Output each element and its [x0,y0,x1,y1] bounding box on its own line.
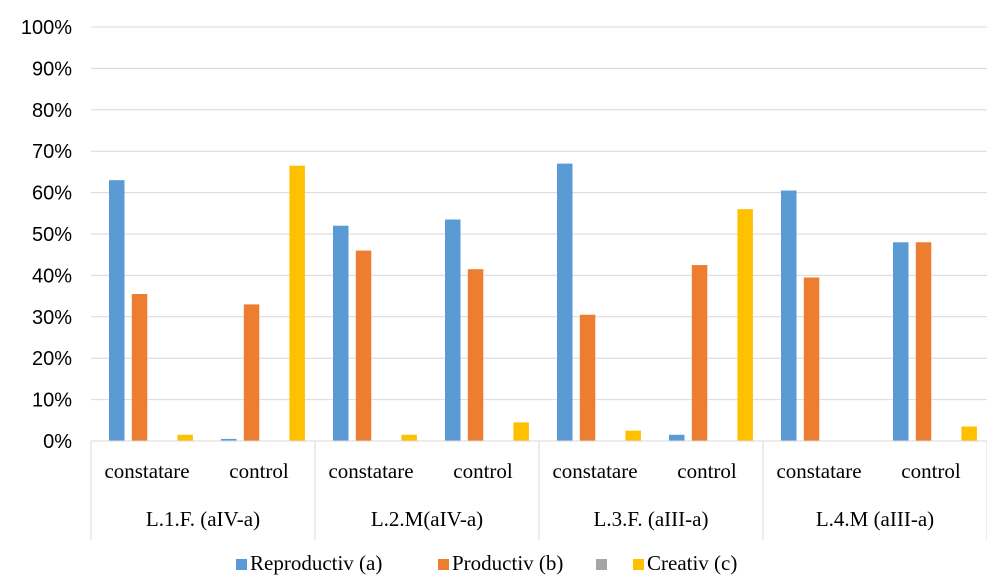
bar [401,434,417,441]
bar [177,434,193,441]
bar [691,265,708,441]
category-label: constatare [104,459,189,483]
y-tick-label: 60% [32,183,72,205]
legend-label: Productiv (b) [452,551,563,575]
y-tick-label: 30% [32,307,72,329]
bar [737,209,753,441]
bar [915,242,932,441]
bar [961,426,977,441]
y-tick-label: 20% [32,348,72,370]
bar [109,180,125,441]
bar [669,434,685,441]
legend-swatch [596,559,607,570]
bar [557,163,573,441]
y-tick-label: 0% [43,431,72,453]
bar [579,314,596,441]
legend-swatch [438,559,449,570]
y-tick-label: 100% [21,17,72,39]
legend-swatch [633,559,644,570]
y-tick-label: 90% [32,58,72,80]
bar [243,304,260,441]
bar [781,190,797,441]
group-label: L.3.F. (aIII-a) [594,507,709,531]
legend-label: Reproductiv (a) [250,551,382,575]
bar [355,250,372,441]
bars [109,163,977,441]
y-tick-label: 10% [32,390,72,412]
category-axis: constatare control constatare control consta… [90,440,987,540]
group-label: L.2.M(aIV-a) [371,507,483,531]
gridlines [91,26,987,401]
category-label: constatare [552,459,637,483]
y-tick-label: 70% [32,141,72,163]
legend: Reproductiv (a) Productiv (b) Creativ (c) [236,551,737,575]
legend-swatch [236,559,247,570]
y-axis-ticks: 0% 10% 20% 30% 40% 50% 60% 70% 80% 90% 100% [21,17,72,453]
bar [289,165,305,441]
legend-label: Creativ (c) [647,551,737,575]
bar [893,242,909,441]
bar [333,225,349,441]
bar [467,269,484,441]
bar [445,219,461,441]
bar [513,422,529,441]
y-tick-label: 40% [32,265,72,287]
y-tick-label: 50% [32,224,72,246]
category-label: control [229,459,289,483]
category-label: constatare [776,459,861,483]
bar [625,430,641,441]
bar [221,438,237,441]
group-label: L.1.F. (aIV-a) [146,507,260,531]
group-label: L.4.M (aIII-a) [816,507,934,531]
category-label: control [677,459,737,483]
category-label: control [901,459,961,483]
category-label: control [453,459,513,483]
bar [803,277,820,441]
y-tick-label: 80% [32,100,72,122]
category-label: constatare [328,459,413,483]
bar [131,294,148,441]
